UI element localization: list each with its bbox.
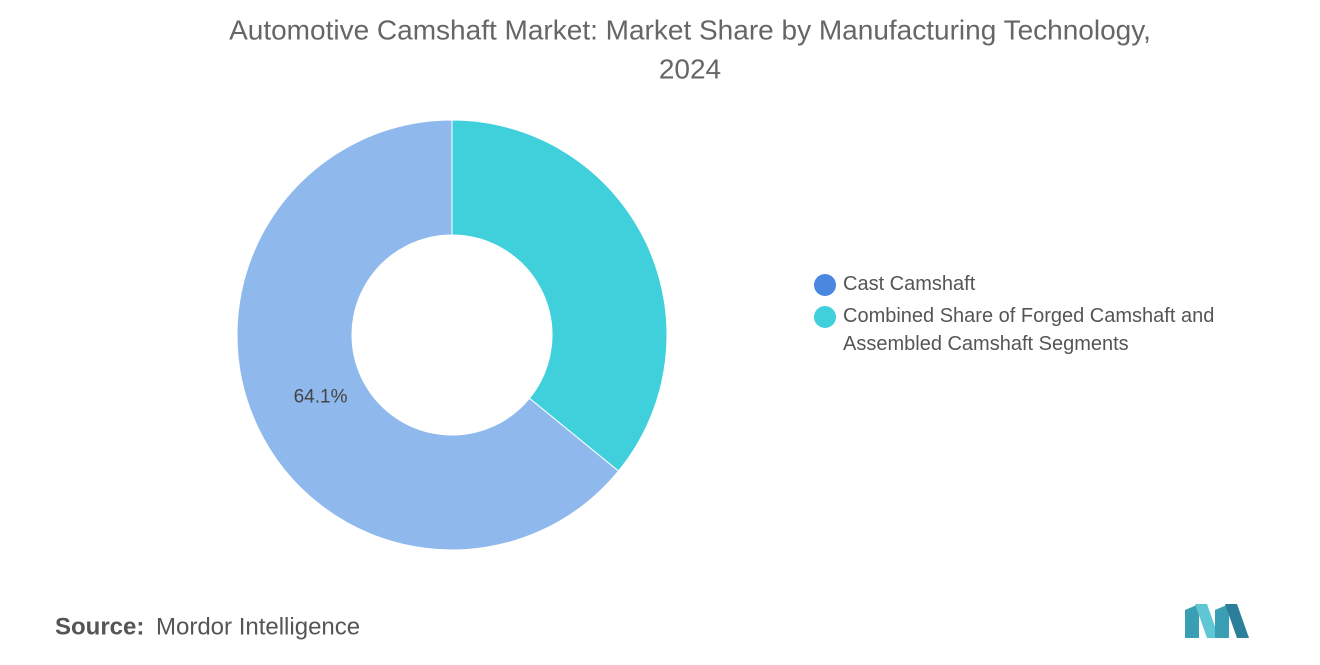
legend-marker [814,306,836,328]
pie-slice [236,119,620,551]
legend: Cast Camshaft Combined Share of Forged Ca… [814,273,1214,355]
legend-label: Combined Share of Forged Camshaft and Ass… [843,305,1214,355]
legend-label: Cast Camshaft [843,273,976,295]
source-label: Source: [55,613,144,640]
pie-slice [451,119,668,472]
data-label: 64.1% [294,386,348,407]
chart-title-line2: 2024 [659,53,721,84]
logo [1185,604,1249,638]
source-text: Mordor Intelligence [156,613,360,640]
legend-marker [814,274,836,296]
pie: 64.1% [236,119,668,551]
chart-title: Automotive Camshaft Market: Market Share… [229,14,1151,45]
